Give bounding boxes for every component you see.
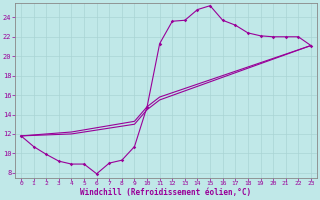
X-axis label: Windchill (Refroidissement éolien,°C): Windchill (Refroidissement éolien,°C) xyxy=(80,188,252,197)
